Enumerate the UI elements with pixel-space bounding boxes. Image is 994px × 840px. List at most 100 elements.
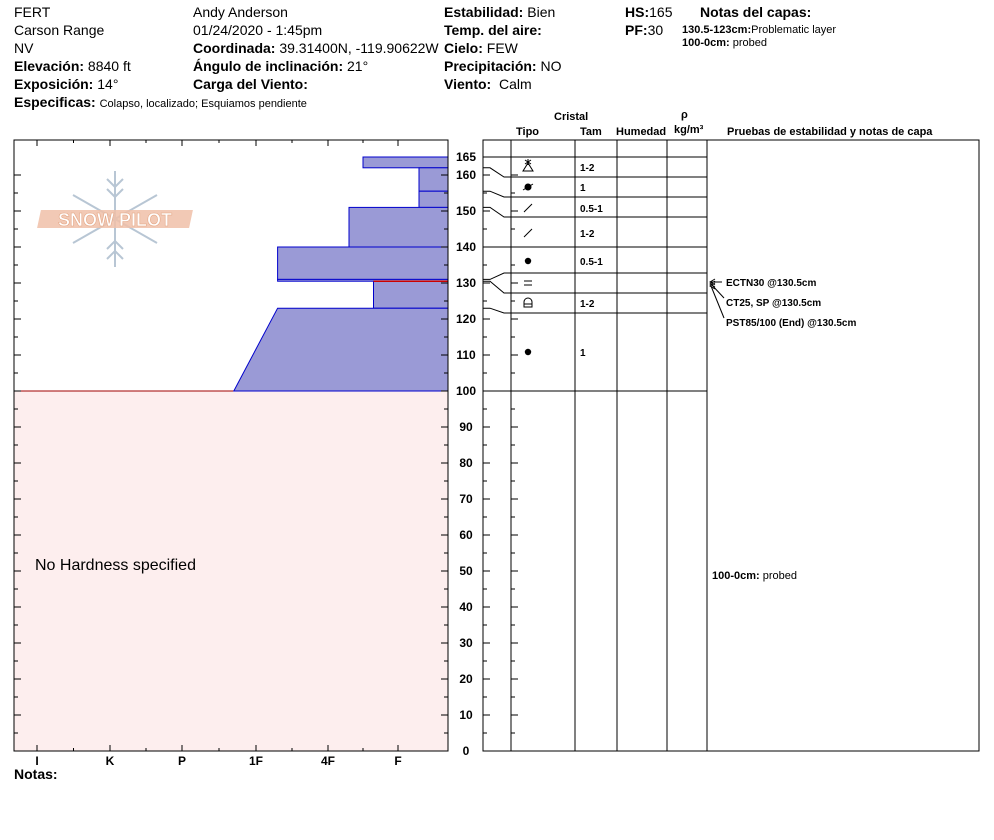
stability-test-2: PST85/100 (End) @130.5cm xyxy=(726,318,856,329)
depth-label-110: 110 xyxy=(456,348,476,362)
layer-connector-6 xyxy=(483,280,511,294)
layer-bar-6 xyxy=(373,280,449,309)
hardness-tick-label-P: P xyxy=(178,754,186,768)
rho-header: ρ xyxy=(681,109,688,121)
elevation-row: Elevación: 8840 ft xyxy=(14,58,131,75)
depth-label-20: 20 xyxy=(459,672,473,686)
wind-label: Viento: xyxy=(444,76,492,92)
crystal-symbol-depth-hoar xyxy=(523,297,533,308)
crystal-size-3: 1-2 xyxy=(580,229,595,240)
notes-label: Notas: xyxy=(14,766,58,782)
size-header: Tam xyxy=(580,126,602,138)
no-hardness-text: No Hardness specified xyxy=(35,557,196,574)
layer-note-1-text: Problematic layer xyxy=(751,24,837,36)
layer-connector-3 xyxy=(483,206,511,218)
aspect-label: Exposición: xyxy=(14,76,94,92)
test-arrowhead-1 xyxy=(709,280,716,288)
air-temp-label: Temp. del aire: xyxy=(444,22,542,38)
pf-value: 30 xyxy=(647,22,664,38)
pf-label: PF: xyxy=(625,22,648,38)
depth-label-120: 120 xyxy=(456,312,476,326)
layer-table-frame xyxy=(482,139,980,752)
hs-row: HS:165 xyxy=(625,4,672,21)
depth-label-160: 160 xyxy=(456,168,476,182)
layer-connector-1 xyxy=(483,167,511,178)
crystal-header: Cristal xyxy=(554,111,589,123)
precip-label: Precipitación: xyxy=(444,58,537,74)
depth-label-80: 80 xyxy=(459,456,473,470)
test-connector-2 xyxy=(710,285,725,319)
crystal-symbol-rounded xyxy=(524,348,532,356)
crystal-size-1: 1 xyxy=(580,183,586,194)
hs-label: HS: xyxy=(625,4,650,20)
coord-label: Coordinada: xyxy=(193,40,276,56)
observer-code: FERT xyxy=(14,4,51,20)
crystal-symbol-rounded xyxy=(524,257,532,265)
probed-note: 100-0cm: probed xyxy=(712,570,797,583)
depth-label-90: 90 xyxy=(459,420,473,434)
state-name: NV xyxy=(14,40,34,56)
type-header: Tipo xyxy=(516,126,540,138)
layer-bar-4 xyxy=(277,246,449,280)
aspect-row: Exposición: 14° xyxy=(14,76,118,93)
sky-value: FEW xyxy=(486,40,518,56)
layer-note-1-range: 130.5-123cm: xyxy=(682,24,752,36)
hs-value: 165 xyxy=(649,4,673,20)
hardness-tick-label-4F: 4F xyxy=(321,754,335,768)
pf-row: PF:30 xyxy=(625,22,663,39)
layer-bar-0 xyxy=(362,156,449,169)
elevation-label: Elevación: xyxy=(14,58,85,74)
specifics-value: Colapso, localizado; Esquiamos pendiente xyxy=(99,98,307,110)
depth-label-10: 10 xyxy=(459,708,473,722)
layer-grid xyxy=(483,156,707,392)
depth-label-130: 130 xyxy=(456,276,476,290)
crystal-symbol-rounded-faceted xyxy=(522,183,534,191)
hardness-tick-label-I: I xyxy=(35,754,38,768)
depth-label-150: 150 xyxy=(456,204,476,218)
hardness-layers xyxy=(232,156,449,392)
specifics-row: Especificas: Colapso, localizado; Esquia… xyxy=(14,94,307,111)
stability-label: Estabilidad: xyxy=(444,4,524,20)
crystal-size-6: 1-2 xyxy=(580,299,595,310)
incline-label: Ángulo de inclinación: xyxy=(193,58,344,74)
crystal-size-4: 0.5-1 xyxy=(580,257,603,268)
crystal-size-0: 1-2 xyxy=(580,163,595,174)
sky-label: Cielo: xyxy=(444,40,483,56)
layer-notes-label: Notas del capas: xyxy=(700,4,812,20)
probed-note-text: probed xyxy=(762,570,798,582)
hardness-tick-label-F: F xyxy=(394,754,401,768)
aspect-value: 14° xyxy=(97,76,119,92)
observer-name: Andy Anderson xyxy=(193,4,288,20)
stability-test-0: ECTN30 @130.5cm xyxy=(726,278,816,289)
stability-test-arrows: ECTN30 @130.5cm CT25, SP @130.5cm PST85/10… xyxy=(709,278,856,329)
layer-connector-5 xyxy=(483,272,511,280)
depth-label-140: 140 xyxy=(456,240,476,254)
crystal-size-7: 1 xyxy=(580,348,586,359)
probed-note-range: 100-0cm: xyxy=(712,570,760,582)
density-unit-header: kg/m³ xyxy=(674,124,704,136)
hardness-tick-label-K: K xyxy=(106,754,115,768)
specifics-label: Especificas: xyxy=(14,94,96,110)
depth-label-30: 30 xyxy=(459,636,473,650)
crystal-symbol-precip xyxy=(522,159,534,172)
crystal-symbol-decomposing xyxy=(523,228,533,238)
incline-row: Ángulo de inclinación: 21° xyxy=(193,58,368,75)
test-arrowhead-2 xyxy=(709,282,716,290)
stability-value: Bien xyxy=(527,4,556,20)
depth-label-100: 100 xyxy=(456,384,476,398)
depth-label-0: 0 xyxy=(463,744,470,758)
depth-label-70: 70 xyxy=(459,492,473,506)
snowpilot-logo: SNOW PILOT xyxy=(37,171,193,267)
depth-label-50: 50 xyxy=(459,564,473,578)
moisture-header: Humedad xyxy=(616,126,667,138)
crystal-symbols: 1-2 1 0.5-1 1-2 0.5-1 1-2 1 xyxy=(522,159,603,359)
axis-ticks: I K P 1F 4F F 0 10 20 30 40 50 60 70 80 90 100 110 120 130 1… xyxy=(14,140,518,768)
depth-label-165: 165 xyxy=(456,150,476,164)
datetime: 01/24/2020 - 1:45pm xyxy=(193,22,323,38)
crystal-symbol-surface-hoar xyxy=(524,280,532,286)
stability-row: Estabilidad: Bien xyxy=(444,4,555,21)
stability-test-1: CT25, SP @130.5cm xyxy=(726,298,821,309)
layer-connector-7 xyxy=(483,307,511,314)
precip-value: NO xyxy=(540,58,562,74)
